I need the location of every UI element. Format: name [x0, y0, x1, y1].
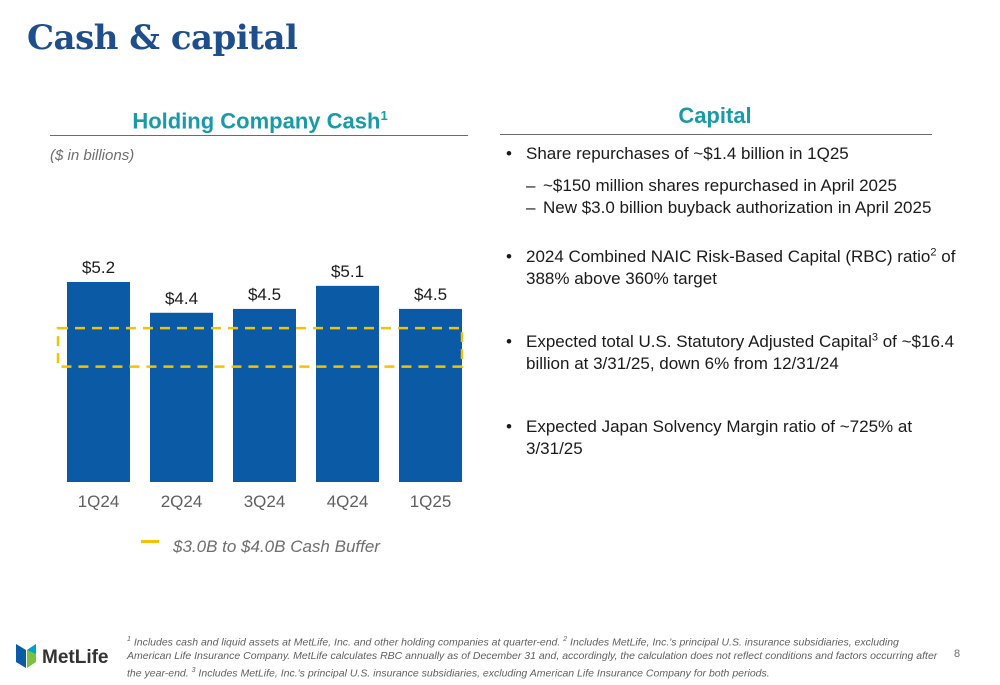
logo-text: MetLife — [42, 647, 109, 668]
logo-shape-teal — [27, 644, 36, 654]
holding-cash-bar-chart: $5.2 1Q24 $4.4 2Q24 $4.5 3Q24 $5.1 4Q24 $4.5 1Q25 — [56, 258, 464, 511]
data-label-3q24: $4.5 — [248, 285, 281, 304]
bar-1q25 — [399, 308, 462, 482]
units-label: ($ in billions) — [50, 147, 135, 164]
bar-3q24 — [233, 308, 296, 482]
sub-bullet-april-repurchases: ~$150 million shares repurchased in Apri… — [503, 175, 963, 197]
bullet-japan-solvency: Expected Japan Solvency Margin ratio of … — [503, 416, 963, 460]
page-title: Cash & capital — [27, 18, 298, 58]
x-tick-2q24: 2Q24 — [161, 492, 203, 511]
data-label-1q25: $4.5 — [414, 285, 447, 304]
capital-heading: Capital — [678, 103, 752, 128]
data-label-2q24: $4.4 — [165, 289, 198, 308]
sub-bullet-buyback-authorization: New $3.0 billion buyback authorization i… — [503, 197, 963, 219]
x-tick-4q24: 4Q24 — [327, 492, 369, 511]
chart-legend: $3.0B to $4.0B Cash Buffer — [141, 537, 380, 557]
bar-2q24 — [150, 312, 213, 482]
bar-1q24 — [67, 282, 130, 482]
buffer-legend-swatch — [141, 540, 159, 544]
holding-cash-heading: Holding Company Cash1 — [132, 108, 388, 134]
metlife-logo: MetLife — [16, 644, 109, 668]
logo-shape-blue — [16, 644, 26, 668]
buffer-legend-label: $3.0B to $4.0B Cash Buffer — [173, 537, 380, 556]
right-divider — [500, 134, 932, 135]
left-divider — [50, 135, 468, 136]
data-label-4q24: $5.1 — [331, 262, 364, 281]
page-number: 8 — [954, 648, 961, 660]
bullet-statutory-capital: Expected total U.S. Statutory Adjusted C… — [503, 331, 963, 375]
bullet-share-repurchases: Share repurchases of ~$1.4 billion in 1Q… — [503, 143, 963, 165]
bar-4q24 — [316, 285, 379, 482]
data-label-1q24: $5.2 — [82, 258, 115, 277]
footnotes: 1 Includes cash and liquid assets at Met… — [127, 636, 938, 679]
x-tick-3q24: 3Q24 — [244, 492, 286, 511]
x-tick-1q24: 1Q24 — [78, 492, 120, 511]
capital-bullet-list: Share repurchases of ~$1.4 billion in 1Q… — [503, 143, 963, 460]
x-tick-1q25: 1Q25 — [410, 492, 452, 511]
bullet-rbc-ratio: 2024 Combined NAIC Risk-Based Capital (R… — [503, 246, 963, 290]
